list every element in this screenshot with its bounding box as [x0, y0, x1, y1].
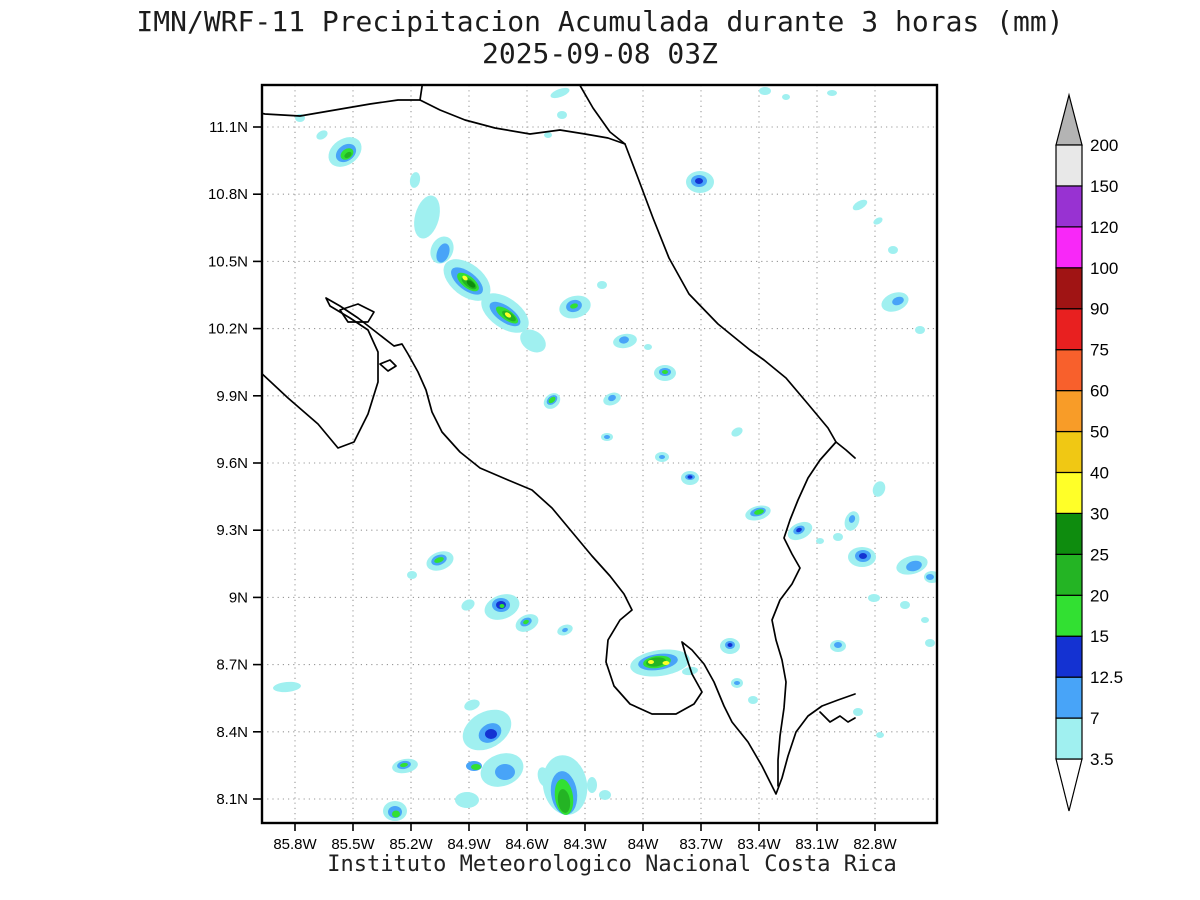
- grid-lines: [262, 85, 937, 823]
- lat-tick-label: 8.1N: [216, 791, 248, 808]
- colorbar-level-label: 100: [1090, 259, 1118, 278]
- lon-tick-label: 83.4W: [737, 836, 781, 853]
- lat-tick-label: 9.9N: [216, 388, 248, 405]
- title-block: IMN/WRF-11 Precipitacion Acumulada duran…: [0, 5, 1200, 71]
- colorbar-level-label: 75: [1090, 341, 1109, 360]
- lat-tick-label: 9N: [229, 589, 248, 606]
- lat-tick-label: 11.1N: [209, 119, 248, 136]
- lon-tick-label: 83.1W: [795, 836, 839, 853]
- colorbar-under-arrow: [1055, 758, 1083, 812]
- lat-tick-label: 8.4N: [216, 724, 248, 741]
- colorbar-level-label: 12.5: [1090, 668, 1123, 687]
- coastline-outlines: [262, 85, 856, 795]
- colorbar-level-label: 20: [1090, 586, 1109, 605]
- lon-tick-label: 85.8W: [273, 836, 317, 853]
- lon-tick-label: 84.6W: [505, 836, 549, 853]
- lon-tick-label: 84W: [628, 836, 660, 853]
- colorbar-level-label: 25: [1090, 545, 1109, 564]
- lon-tick-label: 82.8W: [853, 836, 897, 853]
- precipitation-colorbar: 3.5 7 12.5 15 20 25 30 40 50 60 75 90 100 120 150 200: [1055, 92, 1123, 812]
- plot-frame: [260, 83, 939, 825]
- lon-tick-label: 84.9W: [447, 836, 491, 853]
- lon-tick-label: 84.3W: [563, 836, 607, 853]
- lat-tick-label: 10.5N: [208, 253, 248, 270]
- colorbar-level-label: 7: [1090, 709, 1099, 728]
- axis-ticks-and-labels: 11.1N 10.8N 10.5N 10.2N 9.9N 9.6N 9.3N 9N 8.7N 8.…: [208, 119, 898, 853]
- colorbar-level-label: 3.5: [1090, 750, 1114, 769]
- lat-tick-label: 9.6N: [216, 455, 248, 472]
- precipitation-cells: [273, 87, 937, 821]
- chart-title: IMN/WRF-11 Precipitacion Acumulada duran…: [136, 5, 1064, 38]
- lat-tick-label: 10.8N: [208, 186, 248, 203]
- lon-tick-label: 85.2W: [389, 836, 433, 853]
- lat-tick-label: 8.7N: [216, 657, 248, 674]
- costa-rica-precipitation-map: 11.1N 10.8N 10.5N 10.2N 9.9N 9.6N 9.3N 9N 8.7N 8.…: [208, 83, 939, 853]
- colorbar-level-label: 90: [1090, 300, 1109, 319]
- chart-datetime: 2025-09-08 03Z: [481, 37, 718, 71]
- colorbar-level-label: 15: [1090, 627, 1109, 646]
- lat-tick-label: 10.2N: [208, 321, 248, 338]
- colorbar-level-label: 60: [1090, 382, 1109, 401]
- colorbar-level-label: 150: [1090, 177, 1118, 196]
- colorbar-level-label: 200: [1090, 136, 1118, 155]
- colorbar-level-label: 120: [1090, 218, 1118, 237]
- institute-caption: Instituto Meteorologico Nacional Costa R…: [327, 852, 897, 877]
- lat-tick-label: 9.3N: [216, 522, 248, 539]
- lon-tick-label: 83.7W: [679, 836, 723, 853]
- colorbar-level-label: 30: [1090, 504, 1109, 523]
- colorbar-over-arrow: [1055, 92, 1083, 146]
- colorbar-level-label: 40: [1090, 463, 1109, 482]
- lon-tick-label: 85.5W: [331, 836, 375, 853]
- colorbar-level-label: 50: [1090, 423, 1109, 442]
- colorbar-labels: 3.5 7 12.5 15 20 25 30 40 50 60 75 90 100 120 150 200: [1090, 136, 1123, 769]
- colorbar-segments: [1055, 144, 1083, 760]
